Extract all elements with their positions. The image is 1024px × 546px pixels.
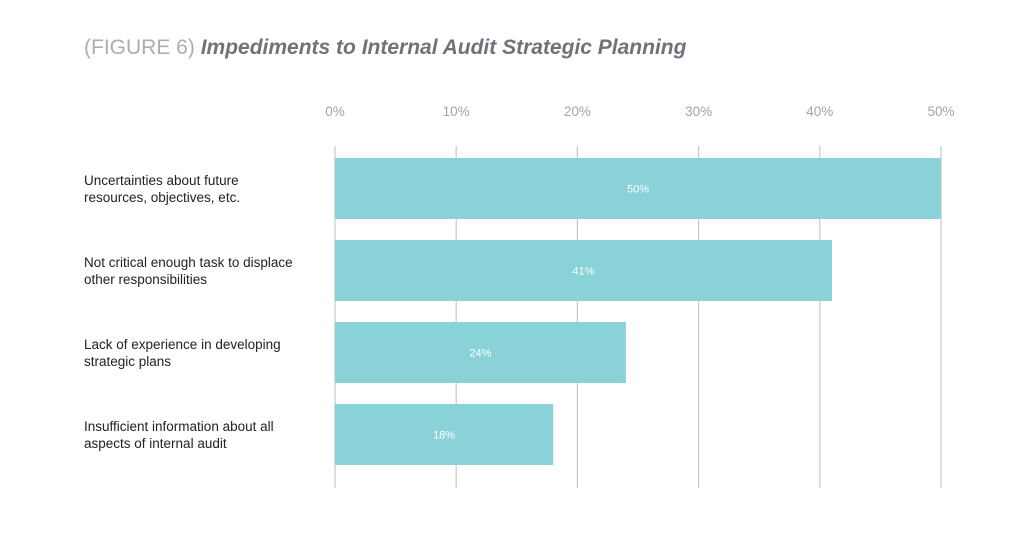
- data-label: 24%: [469, 348, 491, 360]
- category-label-line: resources, objectives, etc.: [84, 189, 241, 205]
- category-label: Lack of experience in developing strategi…: [84, 336, 324, 370]
- category-label-line: Insufficient information about all: [84, 418, 274, 434]
- chart-title: (FIGURE 6) Impediments to Internal Audit…: [84, 36, 686, 60]
- bar: [335, 240, 832, 301]
- bar: [335, 158, 941, 219]
- data-label: 18%: [433, 430, 455, 442]
- category-label: Not critical enough task to displace othe…: [84, 254, 324, 288]
- category-label-line: strategic plans: [84, 353, 172, 369]
- category-label: Uncertainties about future resources, obj…: [84, 172, 324, 206]
- data-label: 50%: [627, 184, 649, 196]
- bar: [335, 404, 554, 465]
- category-label-line: aspects of internal audit: [84, 435, 227, 451]
- figure-number: (FIGURE 6): [84, 36, 195, 59]
- category-label-line: other responsibilities: [84, 271, 208, 287]
- x-tick-label: 20%: [564, 104, 591, 119]
- x-tick-label: 40%: [806, 104, 833, 119]
- category-label-line: Not critical enough task to displace: [84, 254, 293, 270]
- x-tick-label: 0%: [325, 104, 345, 119]
- category-label-line: Lack of experience in developing: [84, 336, 281, 352]
- chart-title-text: Impediments to Internal Audit Strategic …: [200, 36, 687, 59]
- category-label-line: Uncertainties about future: [84, 172, 239, 188]
- x-tick-label: 30%: [685, 104, 712, 119]
- x-tick-label: 50%: [927, 104, 954, 119]
- category-label: Insufficient information about all aspect…: [84, 418, 324, 452]
- data-label: 41%: [572, 266, 594, 278]
- bar: [335, 322, 626, 383]
- x-tick-label: 10%: [443, 104, 470, 119]
